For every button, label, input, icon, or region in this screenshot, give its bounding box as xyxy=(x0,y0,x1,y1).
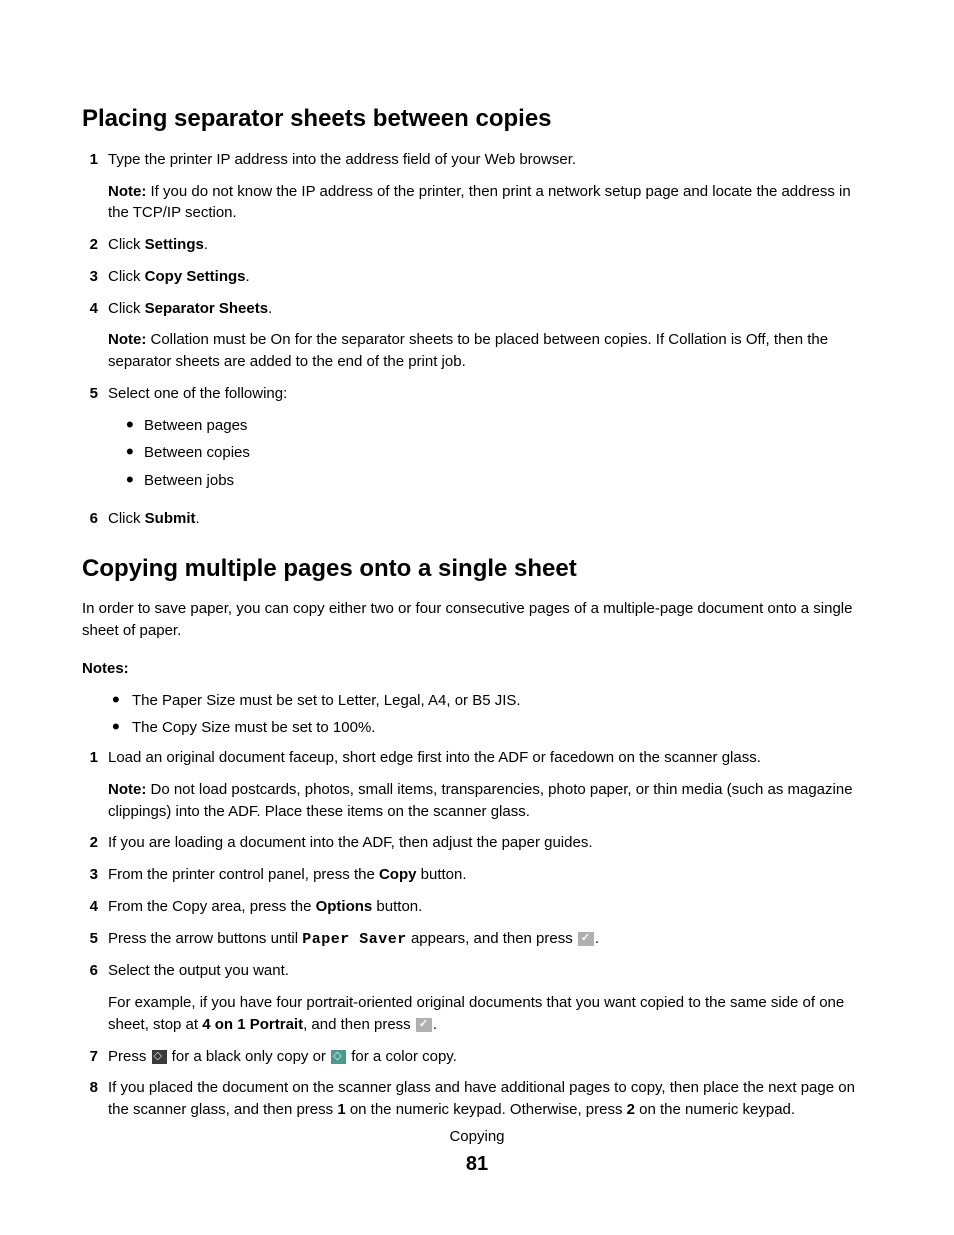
step-number: 5 xyxy=(82,928,108,951)
section1-steps: 1 Type the printer IP address into the a… xyxy=(82,149,872,530)
step-item: 1 Type the printer IP address into the a… xyxy=(82,149,872,224)
step-text: Press for a black only copy or for a col… xyxy=(108,1046,872,1068)
section2-intro: In order to save paper, you can copy eit… xyxy=(82,598,872,642)
step-item: 1 Load an original document faceup, shor… xyxy=(82,747,872,822)
step-extra: For example, if you have four portrait-o… xyxy=(108,992,872,1036)
step-text: From the Copy area, press the Options bu… xyxy=(108,896,872,918)
footer-section-label: Copying xyxy=(0,1126,954,1148)
step-number: 3 xyxy=(82,266,108,288)
step-item: 4 Click Separator Sheets. Note: Collatio… xyxy=(82,298,872,373)
step-text: Click Separator Sheets. xyxy=(108,298,872,320)
step-text: Type the printer IP address into the add… xyxy=(108,149,872,171)
step-item: 6 Click Submit. xyxy=(82,508,872,530)
step-text: If you placed the document on the scanne… xyxy=(108,1077,872,1121)
bullet-item: The Copy Size must be set to 100%. xyxy=(112,717,872,739)
step-item: 5 Select one of the following: Between p… xyxy=(82,383,872,498)
bullet-item: Between pages xyxy=(126,415,872,437)
step-number: 7 xyxy=(82,1046,108,1068)
check-icon xyxy=(578,932,594,946)
step-number: 4 xyxy=(82,298,108,373)
bullet-item: Between jobs xyxy=(126,470,872,492)
bullet-item: The Paper Size must be set to Letter, Le… xyxy=(112,690,872,712)
step-item: 2 Click Settings. xyxy=(82,234,872,256)
step-item: 8 If you placed the document on the scan… xyxy=(82,1077,872,1121)
step-note: Note: Collation must be On for the separ… xyxy=(108,329,872,373)
step-number: 6 xyxy=(82,508,108,530)
step-number: 6 xyxy=(82,960,108,1035)
diamond-color-icon xyxy=(331,1050,346,1064)
bullet-item: Between copies xyxy=(126,442,872,464)
step-number: 2 xyxy=(82,832,108,854)
section1-heading: Placing separator sheets between copies xyxy=(82,102,872,137)
step-item: 5 Press the arrow buttons until Paper Sa… xyxy=(82,928,872,951)
step-text: Load an original document faceup, short … xyxy=(108,747,872,769)
step-text: If you are loading a document into the A… xyxy=(108,832,872,854)
page-footer: Copying 81 xyxy=(0,1126,954,1179)
step-number: 2 xyxy=(82,234,108,256)
step-number: 1 xyxy=(82,149,108,224)
step-item: 3 Click Copy Settings. xyxy=(82,266,872,288)
step-item: 3 From the printer control panel, press … xyxy=(82,864,872,886)
step-text: Select the output you want. xyxy=(108,960,872,982)
step-item: 2 If you are loading a document into the… xyxy=(82,832,872,854)
step-number: 5 xyxy=(82,383,108,498)
step-item: 4 From the Copy area, press the Options … xyxy=(82,896,872,918)
check-icon xyxy=(416,1018,432,1032)
step-note: Note: Do not load postcards, photos, sma… xyxy=(108,779,872,823)
step-item: 6 Select the output you want. For exampl… xyxy=(82,960,872,1035)
step-text: From the printer control panel, press th… xyxy=(108,864,872,886)
step-text: Click Settings. xyxy=(108,234,872,256)
step-text: Select one of the following: xyxy=(108,383,872,405)
step-text: Click Copy Settings. xyxy=(108,266,872,288)
step-text: Click Submit. xyxy=(108,508,872,530)
step-number: 8 xyxy=(82,1077,108,1121)
diamond-black-icon xyxy=(152,1050,167,1064)
step-item: 7 Press for a black only copy or for a c… xyxy=(82,1046,872,1068)
section2-steps: 1 Load an original document faceup, shor… xyxy=(82,747,872,1121)
step-number: 4 xyxy=(82,896,108,918)
step-number: 1 xyxy=(82,747,108,822)
section2-heading: Copying multiple pages onto a single she… xyxy=(82,552,872,587)
step-bullets: Between pages Between copies Between job… xyxy=(108,415,872,492)
notes-label: Notes: xyxy=(82,658,872,680)
step-note: Note: If you do not know the IP address … xyxy=(108,181,872,225)
step-text: Press the arrow buttons until Paper Save… xyxy=(108,928,872,951)
notes-bullets: The Paper Size must be set to Letter, Le… xyxy=(82,690,872,740)
footer-page-number: 81 xyxy=(0,1150,954,1179)
step-number: 3 xyxy=(82,864,108,886)
